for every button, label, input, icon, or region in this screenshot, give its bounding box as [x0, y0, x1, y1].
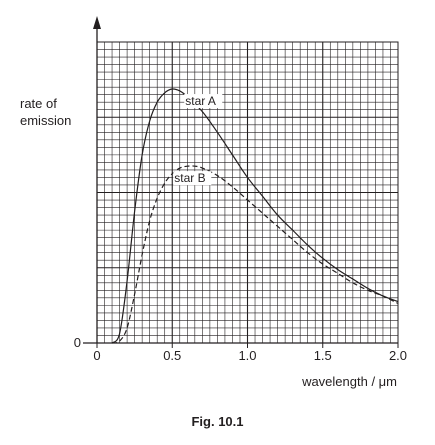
- y-axis-label-line-1: rate of: [20, 96, 57, 111]
- x-tick-label: 0.5: [163, 348, 181, 363]
- star-a-label-bg: [184, 94, 223, 109]
- y-axis-arrowhead: [93, 16, 101, 29]
- x-tick-label: 0: [93, 348, 100, 363]
- y-tick-labels: 0: [74, 335, 81, 350]
- x-tick-label: 1.5: [314, 348, 332, 363]
- x-tick-label: 1.0: [238, 348, 256, 363]
- star-a-label: star A: [185, 94, 216, 108]
- chart-grid: [96, 41, 399, 344]
- y-axis-label: rate of emission: [20, 95, 90, 129]
- star-b-label-bg: [173, 171, 212, 186]
- star-b-label: star B: [174, 171, 205, 185]
- y-tick-label: 0: [74, 335, 81, 350]
- x-tick-labels: 0 0.5 1.0 1.5 2.0: [93, 343, 407, 363]
- star-a-curve: [111, 88, 399, 344]
- chart-axes: [83, 16, 398, 344]
- figure-caption: Fig. 10.1: [191, 414, 244, 429]
- x-axis-label: wavelength / μm: [301, 374, 397, 389]
- y-axis-label-line-2: emission: [20, 113, 72, 128]
- x-tick-label: 2.0: [389, 348, 407, 363]
- series-labels: star A star B: [173, 94, 223, 186]
